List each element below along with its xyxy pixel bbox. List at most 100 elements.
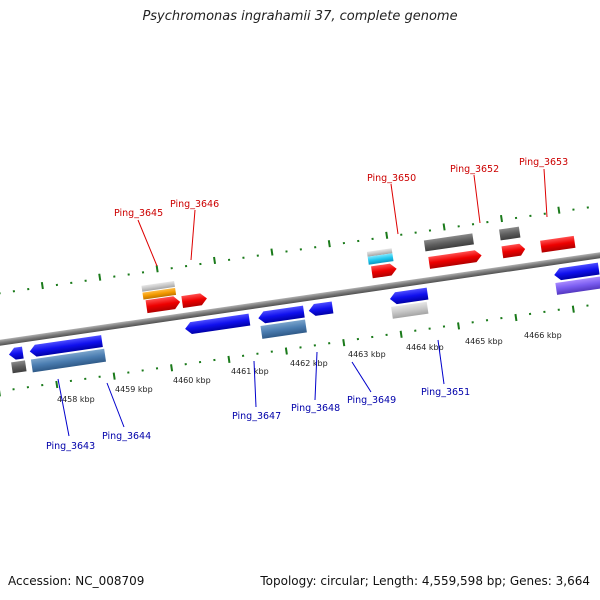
minor-tick — [256, 352, 259, 355]
major-tick — [342, 339, 346, 347]
gene-label-ping-3651[interactable]: Ping_3651 — [421, 387, 470, 398]
minor-tick — [514, 216, 518, 220]
kbp-label: 4462 kbp — [290, 359, 328, 368]
gene-arrow-ping-3653[interactable] — [501, 243, 526, 259]
minor-tick — [500, 316, 503, 320]
gene-label-ping-3649[interactable]: Ping_3649 — [347, 395, 396, 406]
leader-line — [57, 378, 70, 437]
leader-line — [137, 219, 158, 267]
minor-tick — [84, 377, 87, 380]
minor-tick — [198, 360, 202, 364]
kbp-label: 4464 kbp — [406, 343, 444, 352]
forward-strand-scale — [0, 206, 589, 295]
gene-label-ping-3647[interactable]: Ping_3647 — [232, 411, 281, 422]
minor-tick — [414, 329, 417, 332]
minor-tick — [572, 208, 575, 211]
gene-label-ping-3650[interactable]: Ping_3650 — [367, 173, 416, 184]
major-tick — [112, 372, 116, 380]
minor-tick — [471, 321, 474, 324]
minor-tick — [84, 279, 87, 282]
minor-tick — [141, 271, 145, 274]
minor-tick — [12, 388, 15, 391]
minor-tick — [586, 304, 589, 307]
minor-tick — [528, 312, 532, 316]
gene-arrow-ping-3648[interactable] — [257, 305, 305, 325]
minor-tick — [356, 337, 360, 341]
minor-tick — [213, 358, 216, 362]
forward-strand-genes — [141, 226, 576, 314]
minor-tick — [486, 221, 489, 224]
leader-line — [473, 174, 481, 224]
minor-tick — [586, 206, 589, 209]
major-tick — [170, 364, 174, 372]
minor-tick — [241, 354, 245, 357]
kbp-label: 4458 kbp — [57, 395, 95, 404]
minor-tick — [485, 319, 489, 322]
major-tick — [385, 231, 389, 239]
minor-tick — [371, 335, 374, 339]
minor-tick — [69, 379, 73, 383]
major-tick — [442, 223, 446, 231]
minor-tick — [371, 237, 374, 241]
major-tick — [227, 355, 231, 363]
gene-arrow-ping-3649[interactable] — [308, 301, 334, 316]
gene-arrow-ping-3647[interactable] — [184, 313, 251, 335]
gene-label-ping-3644[interactable]: Ping_3644 — [102, 431, 151, 442]
minor-tick — [27, 287, 30, 291]
minor-tick — [26, 386, 30, 389]
minor-tick — [342, 241, 346, 245]
gene-arrow-ping-3650[interactable] — [371, 263, 397, 279]
major-tick — [399, 330, 403, 338]
gene-feature — [555, 276, 600, 295]
gene-feature — [141, 280, 175, 292]
minor-tick — [313, 344, 316, 347]
minor-tick — [98, 375, 101, 378]
gene-label-ping-3648[interactable]: Ping_3648 — [291, 403, 340, 414]
minor-tick — [127, 273, 130, 276]
gene-feature — [142, 287, 177, 300]
gene-label-ping-3646[interactable]: Ping_3646 — [170, 199, 219, 210]
gene-feature — [554, 262, 600, 281]
leader-line — [190, 209, 196, 261]
genome-backbone — [0, 241, 600, 357]
major-tick — [557, 206, 561, 214]
major-tick — [0, 389, 1, 397]
minor-tick — [557, 308, 560, 311]
minor-tick — [529, 214, 532, 218]
reverse-strand-genes — [8, 262, 600, 374]
kbp-label: 4466 kbp — [524, 331, 562, 340]
gene-label-ping-3643[interactable]: Ping_3643 — [46, 441, 95, 452]
major-tick — [327, 240, 331, 248]
gene-arrow-ping-3645[interactable] — [145, 295, 182, 314]
gene-arrow-ping-3643[interactable] — [8, 346, 24, 361]
gene-feature — [499, 226, 521, 241]
major-tick — [500, 214, 503, 223]
minor-tick — [127, 371, 130, 374]
reverse-strand-scale — [0, 304, 589, 397]
minor-tick — [471, 223, 475, 226]
gene-arrow-ping-3644[interactable] — [29, 335, 103, 357]
leader-line — [314, 351, 318, 401]
major-tick — [213, 256, 217, 265]
gene-arrow-ping-3646[interactable] — [181, 292, 207, 308]
minor-tick — [12, 290, 16, 293]
minor-tick — [543, 212, 546, 215]
minor-tick — [141, 369, 144, 372]
major-tick — [457, 322, 461, 330]
gene-arrow-ping-3651[interactable] — [389, 287, 429, 305]
genome-summary-text: Topology: circular; Length: 4,559,598 bp… — [260, 574, 590, 588]
gene-label-ping-3645[interactable]: Ping_3645 — [114, 208, 163, 219]
major-tick — [98, 273, 102, 281]
minor-tick — [184, 363, 187, 366]
minor-tick — [270, 350, 273, 353]
gene-feature — [367, 253, 394, 265]
gene-feature — [11, 360, 27, 374]
minor-tick — [328, 342, 331, 345]
major-tick — [40, 281, 44, 290]
gene-arrow-ping-3652[interactable] — [428, 249, 482, 269]
gene-label-ping-3653[interactable]: Ping_3653 — [519, 157, 568, 168]
gene-feature — [30, 348, 107, 373]
kbp-label: 4459 kbp — [115, 385, 153, 394]
minor-tick — [285, 250, 288, 253]
gene-label-ping-3652[interactable]: Ping_3652 — [450, 164, 499, 175]
